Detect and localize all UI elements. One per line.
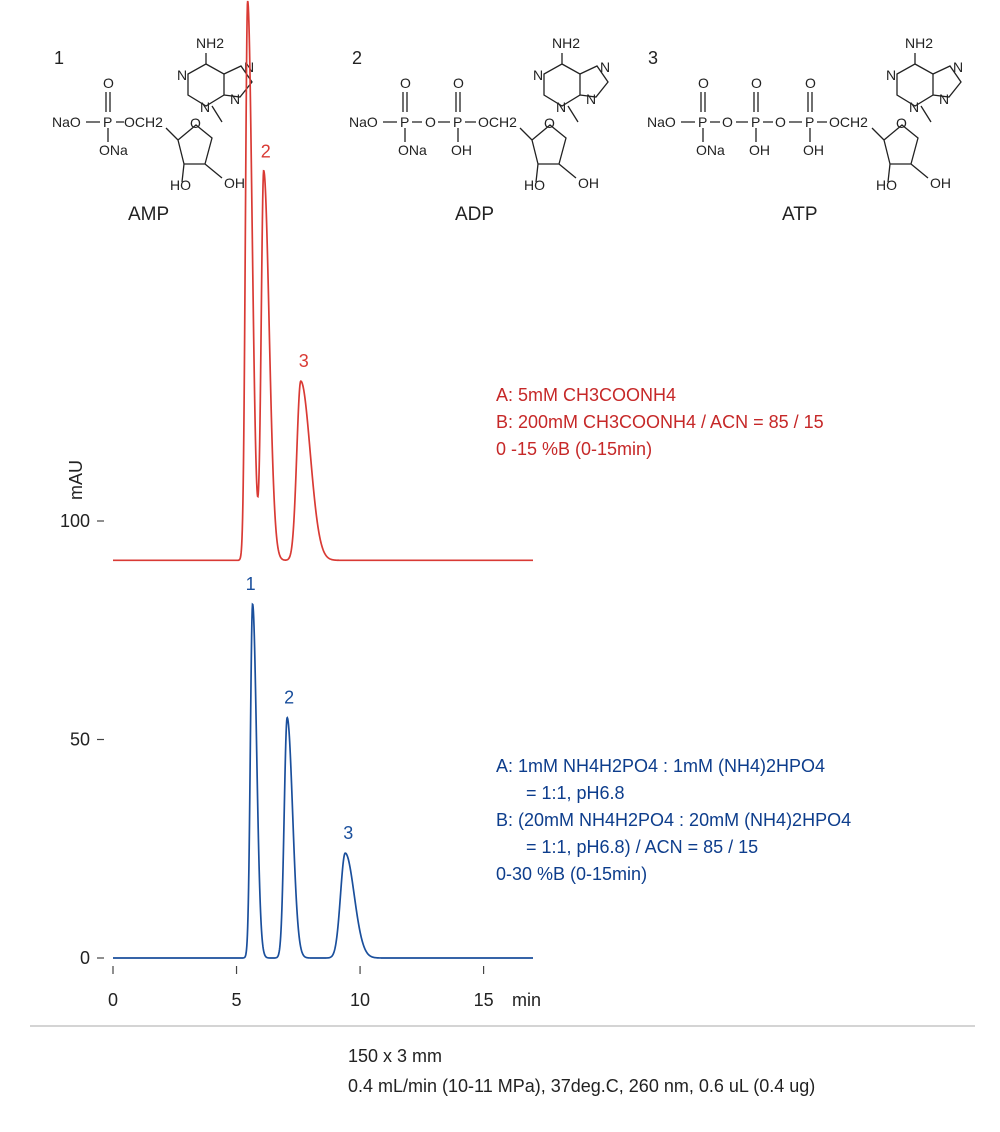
struct-label: OH (224, 175, 245, 191)
compound-name: ADP (455, 204, 494, 225)
y-axis-title: mAU (66, 460, 86, 500)
peak-label: 2 (261, 141, 271, 161)
x-tick-label: 0 (108, 990, 118, 1010)
struct-label: ONa (696, 142, 725, 158)
x-axis-title: min (512, 990, 541, 1010)
struct-label: NH2 (552, 35, 580, 51)
condition-line-red: 0 -15 %B (0-15min) (496, 439, 652, 459)
struct-label: N (177, 67, 187, 83)
struct-label: O (805, 75, 816, 91)
struct-label: N (939, 91, 949, 107)
condition-line-blue: B: (20mM NH4H2PO4 : 20mM (NH4)2HPO4 (496, 810, 851, 830)
condition-line-blue: = 1:1, pH6.8) / ACN = 85 / 15 (526, 837, 758, 857)
struct-label: OCH2 (124, 114, 163, 130)
y-tick-label: 50 (70, 730, 90, 750)
struct-label: NaO (349, 114, 378, 130)
struct-label: NH2 (905, 35, 933, 51)
struct-label: P (400, 114, 409, 130)
struct-label: O (544, 115, 555, 131)
condition-line-blue: A: 1mM NH4H2PO4 : 1mM (NH4)2HPO4 (496, 756, 825, 776)
struct-label: HO (876, 177, 897, 193)
structure-atp: 3 NaO P O P O P OCH2 O O O ONa OH OH O H… (647, 35, 963, 225)
struct-label: N (953, 59, 963, 75)
struct-label: N (200, 99, 210, 115)
struct-label: NaO (52, 114, 81, 130)
struct-label: NH2 (196, 35, 224, 51)
compound-number: 1 (54, 48, 64, 68)
struct-label: P (805, 114, 814, 130)
struct-label: OH (930, 175, 951, 191)
structure-amp: 1 NaO O P OCH2 ONa O HO OH NH2 N N N N A… (52, 35, 254, 225)
struct-label: NaO (647, 114, 676, 130)
peak-label: 3 (299, 351, 309, 371)
chromatogram-trace (113, 602, 533, 959)
struct-label: O (103, 75, 114, 91)
compound-name: AMP (128, 204, 169, 225)
struct-label: N (533, 67, 543, 83)
struct-label: N (556, 99, 566, 115)
y-tick-label: 0 (80, 948, 90, 968)
compound-number: 2 (352, 48, 362, 68)
struct-label: O (400, 75, 411, 91)
struct-label: OH (749, 142, 770, 158)
x-tick-label: 15 (474, 990, 494, 1010)
condition-line-red: B: 200mM CH3COONH4 / ACN = 85 / 15 (496, 412, 824, 432)
chromatogram-trace (113, 0, 533, 562)
condition-line-red: A: 5mM CH3COONH4 (496, 385, 676, 405)
struct-label: OH (803, 142, 824, 158)
struct-label: O (775, 114, 786, 130)
footer-column-size: 150 x 3 mm (348, 1046, 442, 1066)
struct-label: P (698, 114, 707, 130)
x-tick-label: 10 (350, 990, 370, 1010)
struct-label: HO (170, 177, 191, 193)
struct-label: ONa (99, 142, 128, 158)
y-tick-label: 100 (60, 511, 90, 531)
struct-label: O (722, 114, 733, 130)
struct-label: O (698, 75, 709, 91)
compound-name: ATP (782, 204, 818, 225)
struct-label: N (230, 91, 240, 107)
struct-label: N (600, 59, 610, 75)
footer-conditions: 0.4 mL/min (10-11 MPa), 37deg.C, 260 nm,… (348, 1076, 815, 1096)
struct-label: O (190, 115, 201, 131)
condition-line-blue: = 1:1, pH6.8 (526, 783, 625, 803)
struct-label: OH (451, 142, 472, 158)
peak-label: 2 (284, 688, 294, 708)
structure-adp: 2 NaO P O P OCH2 O O ONa OH O HO OH NH2 … (349, 35, 610, 225)
struct-label: N (909, 99, 919, 115)
condition-line-blue: 0-30 %B (0-15min) (496, 864, 647, 884)
struct-label: N (586, 91, 596, 107)
compound-number: 3 (648, 48, 658, 68)
struct-label: P (453, 114, 462, 130)
struct-label: P (103, 114, 112, 130)
peak-label: 1 (246, 574, 256, 594)
struct-label: O (751, 75, 762, 91)
struct-label: O (425, 114, 436, 130)
struct-label: N (886, 67, 896, 83)
struct-label: OCH2 (478, 114, 517, 130)
struct-label: P (751, 114, 760, 130)
struct-label: O (453, 75, 464, 91)
struct-label: ONa (398, 142, 427, 158)
x-tick-label: 5 (232, 990, 242, 1010)
struct-label: OH (578, 175, 599, 191)
peak-label: 3 (343, 823, 353, 843)
struct-label: HO (524, 177, 545, 193)
struct-label: O (896, 115, 907, 131)
struct-label: OCH2 (829, 114, 868, 130)
